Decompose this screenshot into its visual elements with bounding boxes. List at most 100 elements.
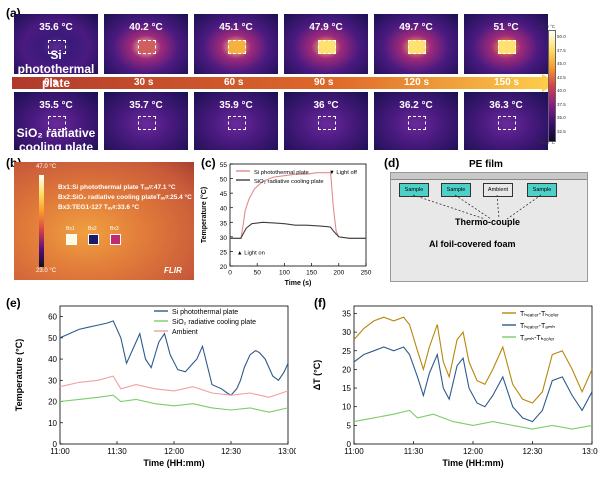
measurement-box <box>318 116 336 130</box>
tile-temperature: 49.7 °C <box>399 22 433 33</box>
setup-diagram: PE film Sample Sample Ambient Sample Thermo… <box>390 159 588 282</box>
y-tick-label: 25 <box>220 249 228 256</box>
measurement-box <box>48 116 66 130</box>
measurement-box <box>138 40 156 54</box>
thermal-tile: 35.9 °C <box>194 92 278 150</box>
x-tick-label: 11:30 <box>404 447 424 456</box>
series-line <box>353 409 593 430</box>
time-arrow <box>12 74 557 92</box>
colorbar <box>548 30 556 142</box>
measurement-box <box>48 40 66 54</box>
legend-label: Si photothermal plate <box>254 170 309 176</box>
x-tick-label: 50 <box>254 270 262 277</box>
y-tick-label: 5 <box>347 421 352 430</box>
panel-label-d: (d) <box>384 156 400 170</box>
thermal-tile: 51 °C <box>464 14 548 74</box>
x-tick-label: 11:30 <box>107 447 127 456</box>
thermal-tile: 49.7 °C <box>374 14 458 74</box>
x-tick-label: 150 <box>306 270 317 277</box>
panel-label-e: (e) <box>6 296 21 310</box>
series-line <box>59 375 289 398</box>
tile-temperature: 36.3 °C <box>489 100 523 111</box>
legend-label: SiO₂ radiative cooling plate <box>254 179 324 185</box>
x-tick-label: 13:00 <box>278 447 296 456</box>
tile-temperature: 36.2 °C <box>399 100 433 111</box>
time-label: 120 s <box>404 77 430 88</box>
film-label: PE film <box>469 159 503 170</box>
measurement-box <box>138 116 156 130</box>
y-tick-label: 0 <box>347 440 352 449</box>
time-label: 30 s <box>134 77 154 88</box>
y-axis-label: Temperature (°C) <box>14 339 24 411</box>
annotation-light-off: ▼ Light off <box>329 170 357 176</box>
legend-label: Ambient <box>172 329 198 336</box>
x-tick-label: 100 <box>279 270 290 277</box>
colorbar-tick: 32.5 <box>557 128 566 134</box>
tile-temperature: 45.1 °C <box>219 22 253 33</box>
y-tick-label: 10 <box>342 403 351 412</box>
time-label: 0 s <box>44 77 58 88</box>
thermal-tile: 35.7 °C <box>104 92 188 150</box>
sample-block: Sample <box>527 183 557 197</box>
series-line <box>353 316 593 404</box>
bx2-square <box>88 234 99 245</box>
scale-bottom: 23.0 °C <box>36 268 57 274</box>
x-tick-label: 12:30 <box>522 447 543 456</box>
series-line <box>353 346 593 423</box>
y-axis-label: ΔT (°C) <box>312 360 322 391</box>
y-tick-label: 55 <box>220 162 228 169</box>
y-tick-label: 20 <box>48 398 57 407</box>
y-tick-label: 30 <box>48 376 57 385</box>
bx3-label: Bx3 <box>110 226 119 232</box>
x-tick-label: 12:00 <box>164 447 185 456</box>
x-axis-label: Time (HH:mm) <box>143 458 204 468</box>
sample-block: Ambient <box>483 183 513 197</box>
colorbar-tick: 35.0 <box>557 115 566 120</box>
bx-line1: Bx1:Si photothermal plate Tₐᵥᵍ:47.1 °C <box>58 184 176 191</box>
legend-label: Tₕₑₐₜₑᵣ-Tₕₒₒₗₑᵣ <box>520 311 559 318</box>
x-tick-label: 13:00 <box>582 447 598 456</box>
sample-block: Sample <box>399 183 429 197</box>
colorbar-tick: 40.0 <box>557 88 566 93</box>
legend-label: Tₐₘₕ-Tₕₒₒₗₑᵣ <box>520 335 555 342</box>
bx-line2: Bx2:SiO₂ radiative cooling plateTₐᵥᵍ:25.… <box>58 194 192 201</box>
foam-label: Al foil-covered foam <box>429 239 516 249</box>
flir-image: 47.0 °C 23.0 °C Bx1:Si photothermal plat… <box>14 162 194 280</box>
time-label: 150 s <box>494 77 520 88</box>
legend-label: Tₕₑₐₜₑᵣ-Tₐₘₕ <box>520 323 555 330</box>
series-line <box>59 320 289 396</box>
annotation-light-on: ▲ Light on <box>237 250 265 256</box>
y-tick-label: 40 <box>220 206 228 213</box>
x-tick-label: 11:00 <box>344 447 364 456</box>
y-tick-label: 20 <box>220 264 228 271</box>
tile-temperature: 35.6 °C <box>39 22 73 33</box>
sample-block: Sample <box>441 183 471 197</box>
thermal-tile: 45.1 °C <box>194 14 278 74</box>
measurement-box <box>408 116 426 130</box>
row2-label: SiO₂ radiative cooling plate <box>16 126 96 154</box>
y-tick-label: 40 <box>48 355 57 364</box>
thermal-tile: 35.6 °C <box>14 14 98 74</box>
colorbar-tick: 37.5 <box>557 101 566 107</box>
bx3-square <box>110 234 121 245</box>
x-tick-label: 200 <box>333 270 344 277</box>
x-tick-label: 0 <box>228 270 232 277</box>
y-tick-label: 50 <box>220 177 228 184</box>
thermal-tile: 36.3 °C <box>464 92 548 150</box>
y-tick-label: 15 <box>342 384 351 393</box>
colorbar-tick: 47.5 <box>557 47 566 53</box>
colorbar-tick: 50.0 <box>557 34 566 39</box>
tile-temperature: 35.9 °C <box>219 100 253 111</box>
legend-label: SiO₂ radiative cooling plate <box>172 319 256 326</box>
flir-scale-bar <box>39 175 44 267</box>
bx2-label: Bx2 <box>88 226 97 232</box>
panel-label-c: (c) <box>201 156 216 170</box>
measurement-box <box>408 40 426 54</box>
thermal-tile: 36 °C <box>284 92 368 150</box>
scale-top: 47.0 °C <box>36 164 57 170</box>
x-axis-label: Time (HH:mm) <box>442 458 503 468</box>
x-tick-label: 11:00 <box>50 447 70 456</box>
colorbar-tick: 45.0 <box>557 61 566 66</box>
y-tick-label: 30 <box>342 328 351 337</box>
panel-label-f: (f) <box>314 296 326 310</box>
